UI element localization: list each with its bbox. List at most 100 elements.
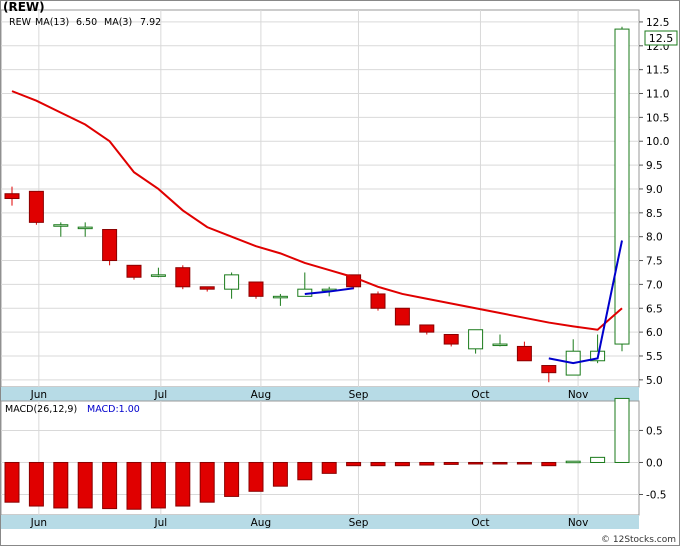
candle — [614, 26, 630, 352]
macd-x-axis-band — [1, 515, 639, 529]
macd-bar — [4, 461, 20, 503]
macd-bar — [175, 461, 191, 507]
candle-body-up — [53, 224, 69, 227]
candle-body-down — [370, 293, 386, 309]
candle — [77, 222, 93, 237]
macd-bar — [419, 461, 435, 466]
macd-value-label: MACD:1.00 — [87, 404, 140, 415]
candle-body-down — [541, 365, 557, 374]
price-tick-label: 9.5 — [646, 160, 663, 172]
price-x-label: Aug — [251, 389, 272, 401]
legend-ma3-value: 7.92 — [140, 17, 161, 28]
macd-bars — [4, 397, 630, 510]
macd-bar — [297, 461, 313, 481]
macd-bar — [492, 461, 508, 465]
candle — [516, 341, 532, 362]
price-x-label: Sep — [349, 389, 369, 401]
candle — [53, 222, 69, 237]
macd-bar — [272, 461, 288, 487]
moving-average-lines — [11, 90, 623, 365]
candle — [126, 264, 142, 280]
candle — [394, 307, 410, 326]
candle-body-up — [272, 295, 288, 299]
legend-ma13-value: 6.50 — [76, 17, 97, 28]
macd-bar — [394, 461, 410, 467]
macd-tick-label: 0.0 — [646, 457, 663, 469]
ma3-line — [548, 240, 623, 365]
candle-body-down — [516, 345, 532, 362]
price-tick-label: 6.0 — [646, 327, 663, 339]
macd-x-label: Jun — [30, 517, 47, 529]
price-tick-label: 8.5 — [646, 208, 663, 220]
macd-x-axis: Jun Jul Aug Sep Oct Nov — [30, 517, 589, 529]
macd-bar — [443, 461, 459, 465]
last-price-marker: 12.5 — [644, 30, 678, 46]
candle-body-down — [394, 307, 410, 326]
macd-bar — [541, 461, 557, 467]
macd-bar — [565, 460, 581, 464]
candle-body-up — [224, 274, 240, 290]
candle-body-down — [102, 229, 118, 262]
candle — [224, 272, 240, 299]
macd-bar — [468, 461, 484, 465]
candle — [102, 229, 118, 266]
macd-bar — [590, 456, 606, 463]
last-price-box — [644, 30, 678, 46]
price-tick-label: 10.0 — [646, 136, 669, 148]
price-x-label: Oct — [471, 389, 489, 401]
candle — [150, 267, 166, 278]
price-x-label: Nov — [568, 389, 589, 401]
candle — [199, 286, 215, 292]
macd-y-axis: -0.5 0.0 0.5 — [639, 425, 667, 502]
candle-body-up — [614, 28, 630, 345]
candle — [419, 324, 435, 335]
candle-body-up — [468, 329, 484, 350]
macd-bar — [224, 461, 240, 497]
candle — [370, 291, 386, 311]
macd-x-label: Nov — [568, 517, 589, 529]
price-tick-label: 7.0 — [646, 279, 663, 291]
legend-ma3-label: MA(3) — [104, 17, 132, 28]
candle-body-up — [150, 274, 166, 277]
macd-bar — [28, 461, 44, 507]
price-tick-label: 11.0 — [646, 89, 669, 101]
price-tick-label: 6.5 — [646, 303, 663, 315]
macd-bar — [370, 461, 386, 467]
price-panel: 5.0 5.5 6.0 6.5 7.0 7.5 8.0 8.5 9.0 9.5 10.0 10.5 11… — [0, 9, 678, 401]
price-grid — [1, 10, 639, 387]
legend-ma13-label: MA(13) — [35, 17, 69, 28]
macd-panel: -0.50.00.5 MACD(26,12,9) MACD:1.00 Jun Ju… — [0, 397, 667, 529]
candle-body-up — [77, 226, 93, 230]
price-tick-label: 8.0 — [646, 232, 663, 244]
candle-body-down — [248, 281, 264, 297]
price-tick-label: 9.0 — [646, 184, 663, 196]
macd-bar — [53, 461, 69, 509]
candle — [28, 190, 44, 225]
price-tick-label: 7.5 — [646, 256, 663, 268]
price-tick-label: 5.0 — [646, 375, 663, 387]
ma13-line — [11, 90, 623, 331]
candle — [175, 265, 191, 290]
candle — [468, 329, 484, 354]
macd-tick-label: 0.5 — [646, 425, 663, 437]
candle-body-down — [28, 190, 44, 223]
macd-plot-area — [0, 400, 640, 516]
ma3-line — [304, 287, 354, 295]
macd-x-label: Oct — [471, 517, 489, 529]
candle-body-down — [126, 264, 142, 278]
candle — [492, 334, 508, 347]
ticker-title: (REW) — [3, 0, 45, 14]
macd-bar — [614, 397, 630, 463]
price-tick-label: 12.5 — [646, 17, 669, 29]
price-x-label: Jul — [154, 389, 168, 401]
last-price-label: 12.5 — [649, 32, 674, 45]
macd-bar — [126, 461, 142, 510]
candle-body-down — [175, 267, 191, 288]
macd-tick-label: -0.5 — [646, 490, 667, 502]
macd-bar — [77, 461, 93, 509]
macd-bar — [516, 461, 532, 465]
macd-bar — [248, 461, 264, 492]
price-tick-label: 5.5 — [646, 351, 663, 363]
candle — [272, 293, 288, 306]
